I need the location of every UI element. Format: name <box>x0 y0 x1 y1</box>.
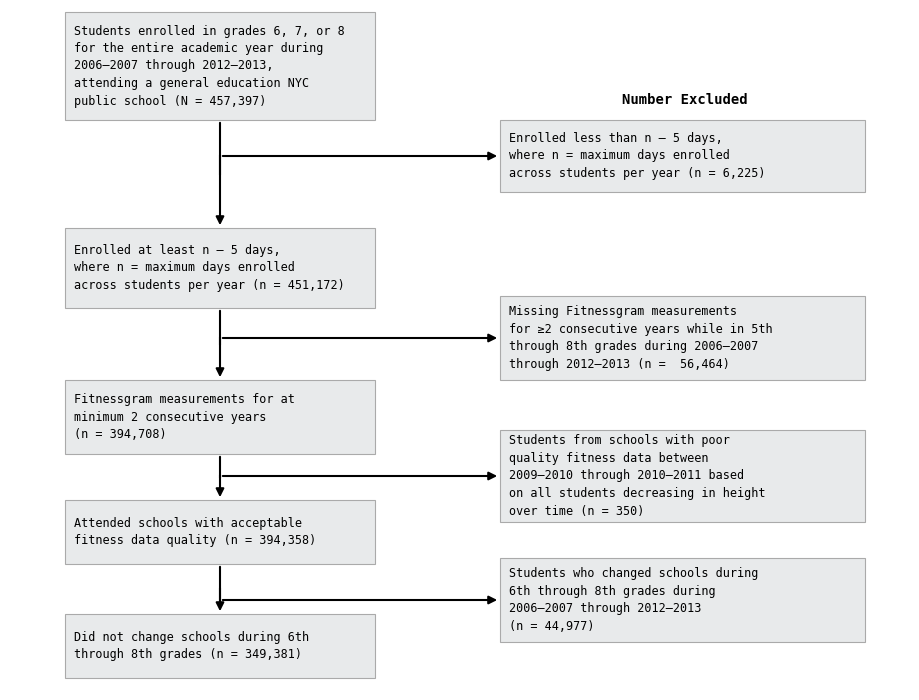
Text: Enrolled less than n – 5 days,
where n = maximum days enrolled
across students p: Enrolled less than n – 5 days, where n =… <box>508 132 765 180</box>
Text: Fitnessgram measurements for at
minimum 2 consecutive years
(n = 394,708): Fitnessgram measurements for at minimum … <box>74 393 295 441</box>
FancyBboxPatch shape <box>65 228 375 308</box>
Text: Enrolled at least n – 5 days,
where n = maximum days enrolled
across students pe: Enrolled at least n – 5 days, where n = … <box>74 244 345 292</box>
Text: Students enrolled in grades 6, 7, or 8
for the entire academic year during
2006–: Students enrolled in grades 6, 7, or 8 f… <box>74 25 345 108</box>
FancyBboxPatch shape <box>499 296 864 380</box>
Text: Number Excluded: Number Excluded <box>621 93 747 107</box>
FancyBboxPatch shape <box>65 500 375 564</box>
FancyBboxPatch shape <box>65 12 375 120</box>
Text: Students who changed schools during
6th through 8th grades during
2006–2007 thro: Students who changed schools during 6th … <box>508 567 758 633</box>
Text: Attended schools with acceptable
fitness data quality (n = 394,358): Attended schools with acceptable fitness… <box>74 517 316 547</box>
FancyBboxPatch shape <box>499 120 864 192</box>
FancyBboxPatch shape <box>65 614 375 678</box>
Text: Students from schools with poor
quality fitness data between
2009–2010 through 2: Students from schools with poor quality … <box>508 435 765 517</box>
FancyBboxPatch shape <box>499 430 864 522</box>
Text: Missing Fitnessgram measurements
for ≥2 consecutive years while in 5th
through 8: Missing Fitnessgram measurements for ≥2 … <box>508 305 772 371</box>
FancyBboxPatch shape <box>65 380 375 454</box>
FancyBboxPatch shape <box>499 558 864 642</box>
Text: Did not change schools during 6th
through 8th grades (n = 349,381): Did not change schools during 6th throug… <box>74 631 309 662</box>
